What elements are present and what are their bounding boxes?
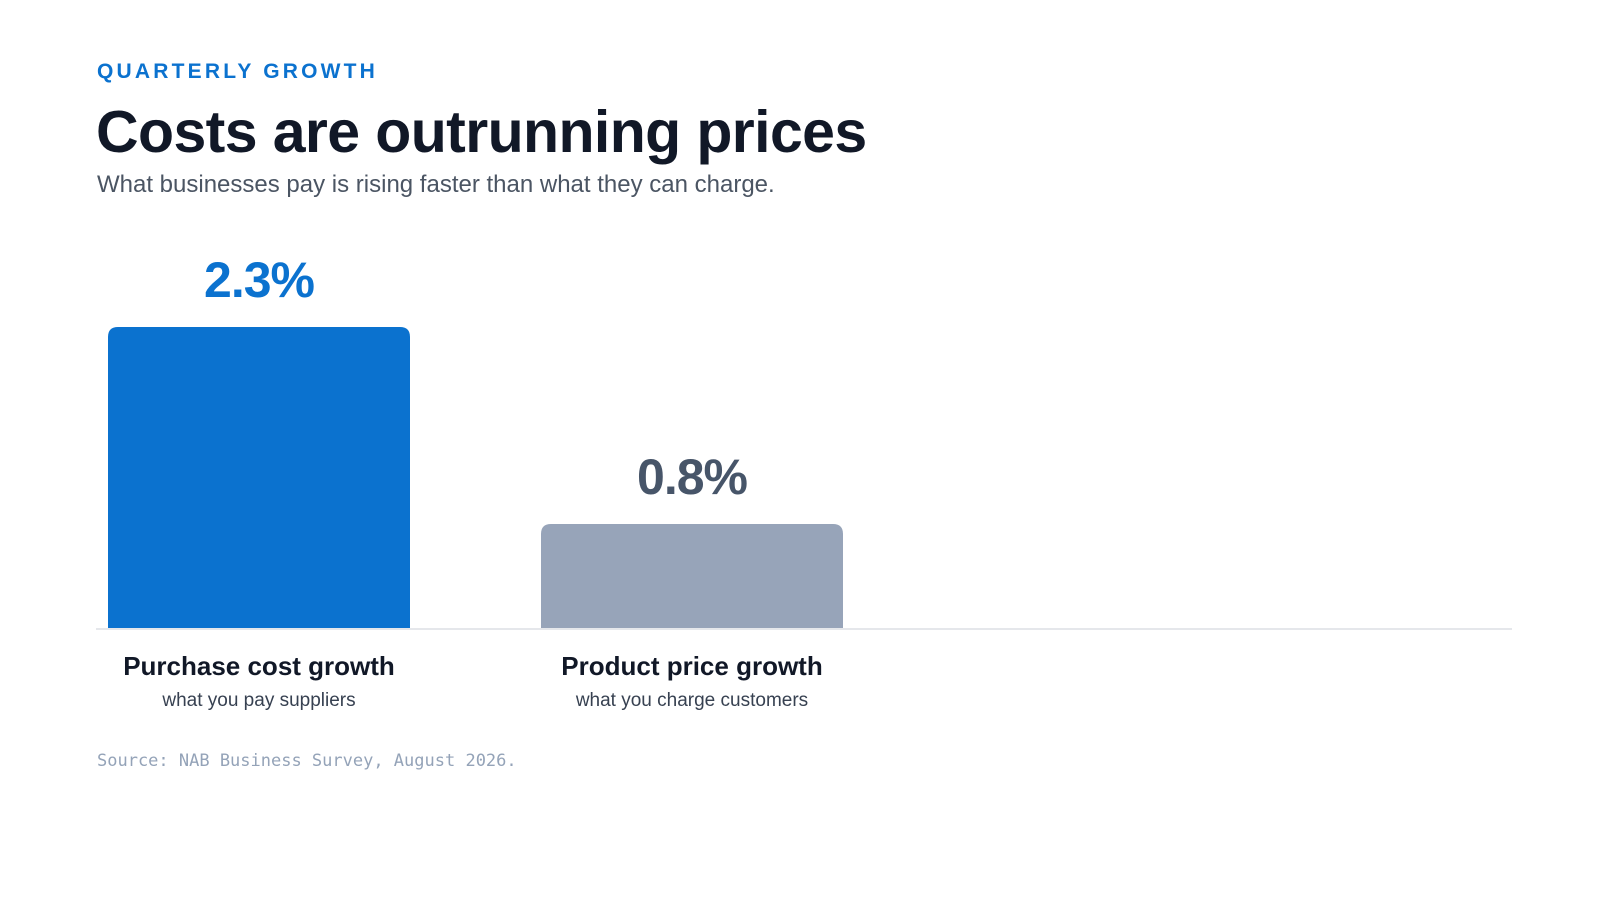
bar-2 bbox=[541, 523, 843, 629]
category-note-1: what you pay suppliers bbox=[161, 690, 355, 711]
source-note: Source: NAB Business Survey, August 2026… bbox=[97, 751, 517, 771]
category-note-2: what you charge customers bbox=[575, 690, 808, 711]
category-label-2: Product price growth bbox=[561, 651, 822, 681]
chart-subtitle: What businesses pay is rising faster tha… bbox=[97, 171, 775, 198]
value-label-2: 0.8% bbox=[637, 449, 748, 505]
value-label-1: 2.3% bbox=[204, 252, 315, 308]
category-label-1: Purchase cost growth bbox=[123, 651, 395, 681]
eyebrow-label: QUARTERLY GROWTH bbox=[97, 60, 379, 83]
bar-1 bbox=[108, 327, 410, 629]
chart-title: Costs are outrunning prices bbox=[96, 99, 867, 165]
